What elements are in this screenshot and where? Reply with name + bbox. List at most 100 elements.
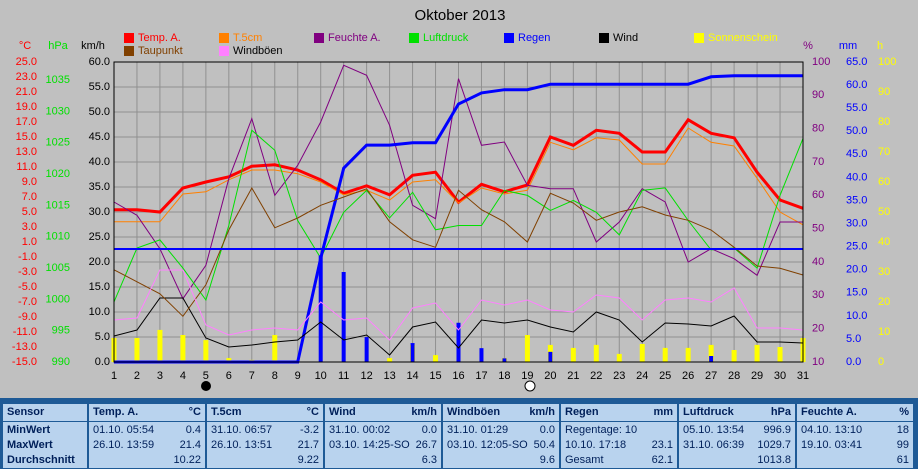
bar	[410, 343, 415, 362]
y-tick-label: 40	[878, 236, 890, 248]
column-unit: °C	[306, 406, 319, 418]
cell-value: 996.9	[763, 424, 791, 436]
y-tick-label: 50	[878, 206, 890, 218]
y-tick-label: 80	[812, 123, 824, 135]
bar	[709, 356, 714, 362]
y-tick-label: -7.0	[18, 296, 37, 308]
x-tick-label: 14	[406, 370, 418, 382]
y-tick-label: 40.0	[89, 156, 110, 168]
y-tick-label: 10	[878, 326, 890, 338]
y-tick-label: -11.0	[13, 326, 37, 338]
column-unit: hPa	[770, 406, 791, 418]
cell-text: 10.10. 17:18	[565, 439, 627, 451]
column-header: T.5cm °C	[211, 405, 319, 420]
table-row: 31.10. 01:29 0.0	[447, 423, 555, 438]
y-tick-label: 60	[812, 189, 824, 201]
y-tick-label: 1030	[46, 105, 70, 117]
y-tick-label: 80	[878, 116, 890, 128]
legend-label: T.5cm	[233, 32, 262, 44]
column-header: Windböen km/h	[447, 405, 555, 420]
y-tick-label: 30.0	[846, 217, 867, 229]
y-tick-label: 1025	[46, 137, 70, 149]
bar	[387, 358, 393, 362]
y-tick-label: 21.0	[16, 86, 37, 98]
cell-text: 26.10. 13:51	[211, 439, 273, 451]
bar	[548, 351, 553, 362]
body-cell: 31.10. 01:29 0.0 03.10. 12:05-SO 50.4 9.6	[443, 422, 559, 468]
legend-label: Windböen	[233, 45, 283, 57]
cell-text: 04.10. 13:10	[801, 424, 863, 436]
axis-unit: °C	[19, 40, 31, 52]
y-tick-label: 65.0	[846, 56, 867, 68]
cell-value: 0.0	[421, 424, 437, 436]
x-tick-label: 27	[705, 370, 717, 382]
y-tick-label: 15.0	[16, 131, 37, 143]
y-tick-label: -13.0	[12, 341, 37, 353]
y-tick-label: 60.0	[846, 79, 867, 91]
table-row: 10.22	[93, 453, 201, 468]
table-row: 05.10. 13:54 996.9	[683, 423, 791, 438]
body-cell: 05.10. 13:54 996.9 31.10. 06:39 1029.7 1013.…	[679, 422, 795, 468]
y-tick-label: 5.0	[846, 333, 861, 345]
header-cell: Regen mm	[561, 404, 677, 421]
x-tick-label: 4	[180, 370, 186, 382]
marks	[111, 64, 806, 364]
table-row: 31.10. 00:02 0.0	[329, 423, 437, 438]
y-tick-label: 3.0	[22, 221, 37, 233]
y-tick-label: 20	[812, 323, 824, 335]
bar	[524, 335, 530, 362]
legend-swatch	[504, 33, 514, 43]
cell-value: 21.4	[179, 439, 201, 451]
header-cell: Temp. A. °C	[89, 404, 205, 421]
y-tick-label: 100	[812, 56, 830, 68]
column-name: Windböen	[447, 406, 501, 418]
table-row: 26.10. 13:51 21.7	[211, 438, 319, 453]
column-name: Regen	[565, 406, 599, 418]
column-name: Luftdruck	[683, 406, 734, 418]
x-tick-label: 26	[682, 370, 694, 382]
column-header: Regen mm	[565, 405, 673, 420]
cell-value: 18	[896, 424, 909, 436]
y-tick-label: 17.0	[16, 116, 37, 128]
table-row: 03.10. 12:05-SO 50.4	[447, 438, 555, 453]
axis-unit: mm	[839, 40, 857, 52]
cell-value: -3.2	[300, 424, 319, 436]
cell-value: 99	[896, 439, 909, 451]
y-tick-label: -3.0	[18, 266, 37, 278]
cell-value: 26.7	[415, 439, 437, 451]
x-tick-label: 7	[249, 370, 255, 382]
header-cell: T.5cm °C	[207, 404, 323, 421]
y-tick-label: 10.0	[89, 306, 110, 318]
table-row: 31.10. 06:39 1029.7	[683, 438, 791, 453]
x-tick-label: 2	[134, 370, 140, 382]
y-tick-label: 7.0	[22, 191, 37, 203]
bar	[364, 337, 369, 362]
y-tick-label: 10	[812, 356, 824, 368]
x-tick-label: 23	[613, 370, 625, 382]
header-cell: Feuchte A.%	[797, 404, 913, 421]
plot-border	[113, 61, 804, 363]
y-tick-label: 995	[52, 325, 70, 337]
bar	[226, 358, 232, 362]
x-tick-label: 11	[338, 370, 349, 382]
y-tick-label: 20	[878, 296, 890, 308]
y-tick-label: 45.0	[846, 148, 867, 160]
x-tick-label: 8	[272, 370, 278, 382]
row-label: Durchschnitt	[7, 454, 75, 466]
bar	[180, 335, 186, 362]
y-tick-label: 11.0	[16, 161, 37, 173]
column-name: Temp. A.	[93, 406, 139, 418]
column-header: Feuchte A.%	[801, 405, 909, 420]
x-tick-label: 15	[429, 370, 441, 382]
bar	[731, 350, 737, 362]
legend-label: Sonnenschein	[708, 32, 778, 44]
column-unit: °C	[188, 406, 201, 418]
chart-title: Oktober 2013	[415, 7, 506, 24]
cell-value: 10.22	[173, 454, 201, 466]
y-tick-label: 90	[878, 86, 890, 98]
y-tick-label: 50.0	[846, 125, 867, 137]
x-tick-label: 18	[498, 370, 510, 382]
y-tick-label: 15.0	[89, 281, 110, 293]
bar	[318, 255, 323, 362]
legend-swatch	[124, 46, 134, 56]
